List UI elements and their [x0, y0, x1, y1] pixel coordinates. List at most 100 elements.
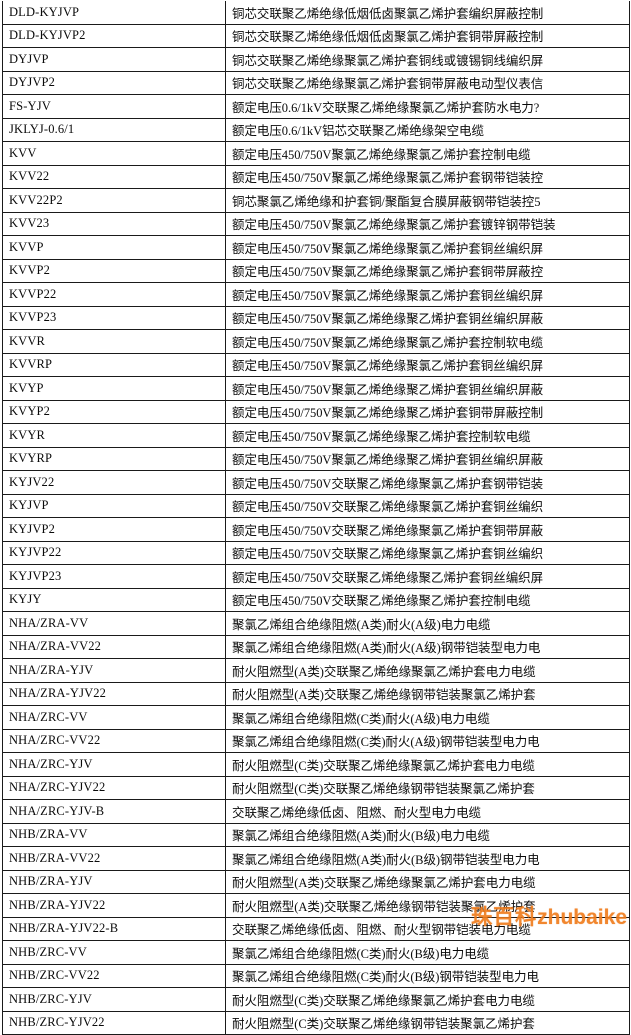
cable-model-cell: KVV22: [2, 164, 226, 189]
table-row: NHA/ZRC-YJV-B 交联聚乙烯绝缘低卤、阻燃、耐火型电力电缆: [2, 799, 630, 824]
cable-model-cell: DYJVP: [2, 47, 226, 72]
cable-model-cell: NHB/ZRC-YJV: [2, 987, 226, 1012]
table-row: KYJY 额定电压450/750V交联聚乙烯绝缘聚乙烯护套控制电缆: [2, 587, 630, 612]
cable-model-cell: NHB/ZRA-YJV22: [2, 893, 226, 918]
cable-model-cell: NHA/ZRA-YJV22: [2, 681, 226, 706]
cable-description-cell: 聚氯乙烯组合绝缘阻燃(C类)耐火(B级)钢带铠装型电力电: [225, 963, 630, 988]
table-row: NHA/ZRC-VV22 聚氯乙烯组合绝缘阻燃(C类)耐火(A级)钢带铠装型电力电: [2, 728, 630, 753]
cable-model-cell: KVV23: [2, 211, 226, 236]
cable-description-cell: 额定电压450/750V交联聚乙烯绝缘聚氯乙烯护套铜带屏蔽: [225, 517, 630, 542]
cable-model-cell: KVYR: [2, 423, 226, 448]
cable-model-cell: NHA/ZRC-YJV: [2, 752, 226, 777]
cable-description-cell: 额定电压450/750V聚氯乙烯绝缘聚氯乙烯护套铜丝编织屏: [225, 235, 630, 260]
table-row: KVVP23 额定电压450/750V聚氯乙烯绝缘聚乙烯护套铜丝编织屏蔽: [2, 305, 630, 330]
cable-model-cell: KVVP23: [2, 305, 226, 330]
cable-model-cell: NHB/ZRA-VV22: [2, 846, 226, 871]
cable-description-cell: 额定电压0.6/1kV铝芯交联聚乙烯绝缘架空电缆: [225, 117, 630, 142]
table-row: NHA/ZRA-YJV 耐火阻燃型(A类)交联聚乙烯绝缘聚氯乙烯护套电力电缆: [2, 658, 630, 683]
table-row: KYJVP2 额定电压450/750V交联聚乙烯绝缘聚氯乙烯护套铜带屏蔽: [2, 517, 630, 542]
table-row: KYJVP23 额定电压450/750V交联聚乙烯绝缘聚乙烯护套铜丝编织屏: [2, 564, 630, 589]
cable-description-cell: 耐火阻燃型(C类)交联聚乙烯绝缘聚氯乙烯护套电力电缆: [225, 987, 630, 1012]
cable-model-cell: NHA/ZRC-VV: [2, 705, 226, 730]
cable-description-cell: 聚氯乙烯组合绝缘阻燃(C类)耐火(A级)电力电缆: [225, 705, 630, 730]
cable-description-cell: 耐火阻燃型(A类)交联聚乙烯绝缘聚氯乙烯护套电力电缆: [225, 869, 630, 894]
table-row: NHB/ZRC-VV 聚氯乙烯组合绝缘阻燃(C类)耐火(B级)电力电缆: [2, 940, 630, 965]
table-row: KYJVP 额定电压450/750V交联聚乙烯绝缘聚氯乙烯护套铜丝编织: [2, 493, 630, 518]
table-row: NHA/ZRA-YJV22 耐火阻燃型(A类)交联聚乙烯绝缘钢带铠装聚氯乙烯护套: [2, 681, 630, 706]
table-row: NHB/ZRA-VV22 聚氯乙烯组合绝缘阻燃(A类)耐火(B级)钢带铠装型电力电: [2, 846, 630, 871]
table-row: NHA/ZRC-YJV22 耐火阻燃型(C类)交联聚乙烯绝缘钢带铠装聚氯乙烯护套: [2, 775, 630, 800]
cable-description-cell: 耐火阻燃型(A类)交联聚乙烯绝缘聚氯乙烯护套电力电缆: [225, 658, 630, 683]
cable-model-cell: NHA/ZRC-YJV22: [2, 775, 226, 800]
table-row: KVVP2 额定电压450/750V聚氯乙烯绝缘聚氯乙烯护套铜带屏蔽控: [2, 258, 630, 283]
table-row: NHB/ZRA-VV 聚氯乙烯组合绝缘阻燃(A类)耐火(B级)电力电缆: [2, 822, 630, 847]
cable-description-cell: 聚氯乙烯组合绝缘阻燃(C类)耐火(A级)钢带铠装型电力电: [225, 728, 630, 753]
cable-model-cell: DYJVP2: [2, 70, 226, 95]
table-row: NHB/ZRC-YJV 耐火阻燃型(C类)交联聚乙烯绝缘聚氯乙烯护套电力电缆: [2, 987, 630, 1012]
table-row: DYJVP 铜芯交联聚乙烯绝缘聚氯乙烯护套铜线或镀锡铜线编织屏: [2, 47, 630, 72]
cable-model-cell: KVYP2: [2, 399, 226, 424]
cable-description-cell: 额定电压450/750V聚氯乙烯绝缘聚氯乙烯护套铜丝编织屏: [225, 282, 630, 307]
cable-description-cell: 聚氯乙烯组合绝缘阻燃(A类)耐火(A级)电力电缆: [225, 611, 630, 636]
table-row: NHB/ZRA-YJV22 耐火阻燃型(A类)交联聚乙烯绝缘钢带铠装聚氯乙烯护套: [2, 893, 630, 918]
cable-description-cell: 额定电压450/750V交联聚乙烯绝缘聚乙烯护套铜丝编织屏: [225, 564, 630, 589]
cable-description-cell: 额定电压450/750V聚氯乙烯绝缘聚氯乙烯护套控制电缆: [225, 141, 630, 166]
cable-model-cell: KVVRP: [2, 352, 226, 377]
cable-description-cell: 交联聚乙烯绝缘低卤、阻燃、耐火型电力电缆: [225, 799, 630, 824]
table-row: NHB/ZRA-YJV 耐火阻燃型(A类)交联聚乙烯绝缘聚氯乙烯护套电力电缆: [2, 869, 630, 894]
cable-description-cell: 聚氯乙烯组合绝缘阻燃(A类)耐火(B级)钢带铠装型电力电: [225, 846, 630, 871]
table-row: KVYP2 额定电压450/750V聚氯乙烯绝缘聚乙烯护套铜带屏蔽控制: [2, 399, 630, 424]
table-row: KVV22 额定电压450/750V聚氯乙烯绝缘聚氯乙烯护套钢带铠装控: [2, 164, 630, 189]
cable-description-cell: 额定电压450/750V聚氯乙烯绝缘聚乙烯护套铜带屏蔽控制: [225, 399, 630, 424]
cable-model-cell: NHB/ZRA-YJV22-B: [2, 916, 226, 941]
table-row: NHA/ZRA-VV22 聚氯乙烯组合绝缘阻燃(A类)耐火(A级)钢带铠装型电力电: [2, 634, 630, 659]
cable-description-cell: 耐火阻燃型(C类)交联聚乙烯绝缘钢带铠装聚氯乙烯护套: [225, 1010, 630, 1035]
table-row: KYJV22 额定电压450/750V交联聚乙烯绝缘聚氯乙烯护套钢带铠装: [2, 470, 630, 495]
table-row: DLD-KYJVP2 铜芯交联聚乙烯绝缘低烟低卤聚氯乙烯护套铜带屏蔽控制: [2, 23, 630, 48]
cable-description-cell: 聚氯乙烯组合绝缘阻燃(A类)耐火(A级)钢带铠装型电力电: [225, 634, 630, 659]
table-row: KVYR 额定电压450/750V聚氯乙烯绝缘聚乙烯护套控制软电缆: [2, 423, 630, 448]
cable-description-cell: 耐火阻燃型(A类)交联聚乙烯绝缘钢带铠装聚氯乙烯护套: [225, 681, 630, 706]
cable-model-cell: KVVP: [2, 235, 226, 260]
table-row: NHB/ZRC-VV22 聚氯乙烯组合绝缘阻燃(C类)耐火(B级)钢带铠装型电力电: [2, 963, 630, 988]
table-row: NHA/ZRC-VV 聚氯乙烯组合绝缘阻燃(C类)耐火(A级)电力电缆: [2, 705, 630, 730]
cable-description-cell: 额定电压450/750V交联聚乙烯绝缘聚氯乙烯护套铜丝编织: [225, 493, 630, 518]
cable-model-cell: DLD-KYJVP: [2, 0, 226, 25]
cable-model-cell: NHA/ZRA-VV: [2, 611, 226, 636]
cable-description-cell: 额定电压450/750V交联聚乙烯绝缘聚氯乙烯护套铜丝编织: [225, 540, 630, 565]
table-row: JKLYJ-0.6/1 额定电压0.6/1kV铝芯交联聚乙烯绝缘架空电缆: [2, 117, 630, 142]
cable-model-cell: NHA/ZRC-VV22: [2, 728, 226, 753]
cable-description-cell: 铜芯交联聚乙烯绝缘低烟低卤聚氯乙烯护套编织屏蔽控制: [225, 0, 630, 25]
table-row: NHB/ZRC-YJV22 耐火阻燃型(C类)交联聚乙烯绝缘钢带铠装聚氯乙烯护套: [2, 1010, 630, 1035]
cable-model-cell: NHA/ZRA-YJV: [2, 658, 226, 683]
cable-description-cell: 铜芯交联聚乙烯绝缘聚氯乙烯护套铜带屏蔽电动型仪表信: [225, 70, 630, 95]
cable-model-cell: NHA/ZRA-VV22: [2, 634, 226, 659]
cable-description-cell: 额定电压450/750V聚氯乙烯绝缘聚氯乙烯护套铜带屏蔽控: [225, 258, 630, 283]
table-row: FS-YJV 额定电压0.6/1kV交联聚乙烯绝缘聚氯乙烯护套防水电力?: [2, 94, 630, 119]
cable-model-cell: KYJV22: [2, 470, 226, 495]
cable-description-cell: 铜芯聚氯乙烯绝缘和护套铜/聚酯复合膜屏蔽钢带铠装控5: [225, 188, 630, 213]
cable-model-cell: KVV: [2, 141, 226, 166]
cable-model-cell: KYJVP22: [2, 540, 226, 565]
cable-model-cell: NHB/ZRA-VV: [2, 822, 226, 847]
table-row: KVV22P2 铜芯聚氯乙烯绝缘和护套铜/聚酯复合膜屏蔽钢带铠装控5: [2, 188, 630, 213]
cable-description-cell: 铜芯交联聚乙烯绝缘低烟低卤聚氯乙烯护套铜带屏蔽控制: [225, 23, 630, 48]
cable-model-cell: NHB/ZRC-VV22: [2, 963, 226, 988]
table-row: KYJVP22 额定电压450/750V交联聚乙烯绝缘聚氯乙烯护套铜丝编织: [2, 540, 630, 565]
cable-description-cell: 耐火阻燃型(A类)交联聚乙烯绝缘钢带铠装聚氯乙烯护套: [225, 893, 630, 918]
table-row: NHA/ZRC-YJV 耐火阻燃型(C类)交联聚乙烯绝缘聚氯乙烯护套电力电缆: [2, 752, 630, 777]
cable-model-cell: KVVP2: [2, 258, 226, 283]
cable-model-cell: KYJY: [2, 587, 226, 612]
cable-model-cell: KVYRP: [2, 446, 226, 471]
cable-description-cell: 额定电压450/750V交联聚乙烯绝缘聚乙烯护套控制电缆: [225, 587, 630, 612]
cable-description-cell: 额定电压450/750V聚氯乙烯绝缘聚乙烯护套铜丝编织屏蔽: [225, 376, 630, 401]
cable-description-cell: 聚氯乙烯组合绝缘阻燃(A类)耐火(B级)电力电缆: [225, 822, 630, 847]
table-row: KVYP 额定电压450/750V聚氯乙烯绝缘聚乙烯护套铜丝编织屏蔽: [2, 376, 630, 401]
cable-description-cell: 聚氯乙烯组合绝缘阻燃(C类)耐火(B级)电力电缆: [225, 940, 630, 965]
table-row: NHB/ZRA-YJV22-B 交联聚乙烯绝缘低卤、阻燃、耐火型钢带铠装电力电缆: [2, 916, 630, 941]
cable-model-cell: NHB/ZRA-YJV: [2, 869, 226, 894]
cable-model-cell: DLD-KYJVP2: [2, 23, 226, 48]
cable-model-cell: KYJVP2: [2, 517, 226, 542]
